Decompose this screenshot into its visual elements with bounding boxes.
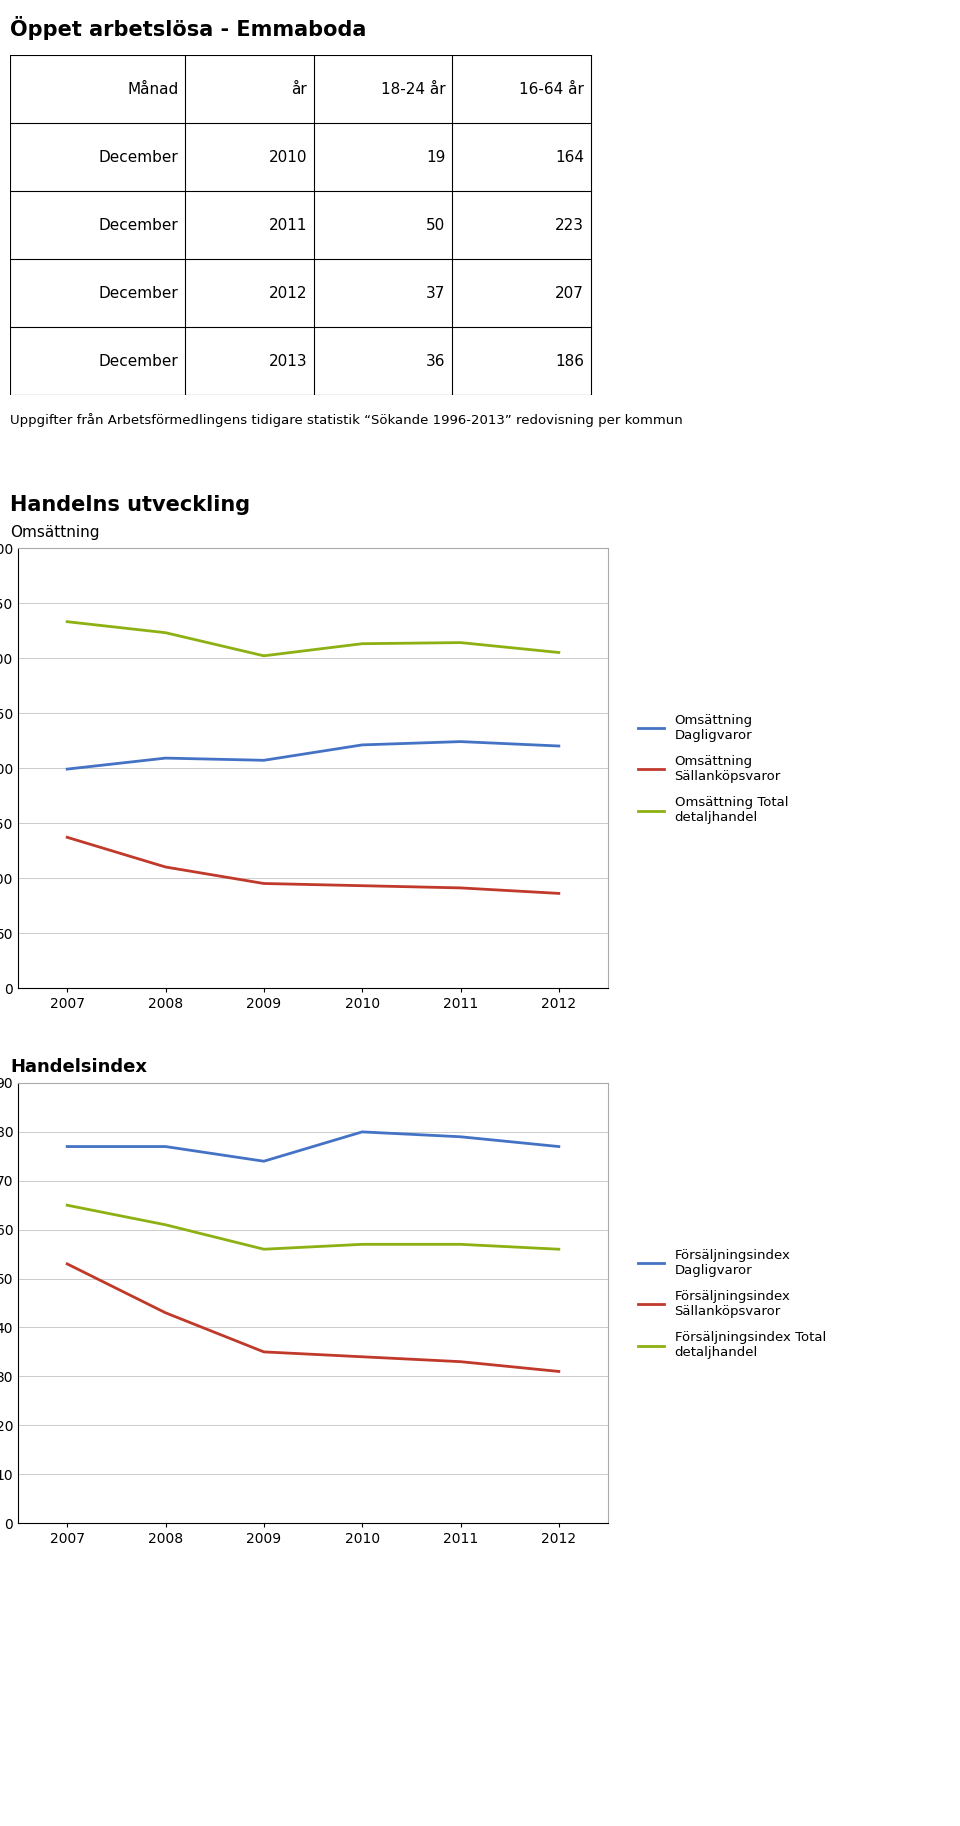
Text: December: December [99,217,179,232]
Text: 223: 223 [555,217,585,232]
Text: 18-24 år: 18-24 år [381,82,445,97]
Text: Uppgifter från Arbetsförmedlingens tidigare statistik “Sökande 1996-2013” redovi: Uppgifter från Arbetsförmedlingens tidig… [10,413,683,427]
Text: 50: 50 [426,217,445,232]
Text: Omsättning: Omsättning [10,526,100,540]
Text: 2010: 2010 [269,150,307,164]
Text: år: år [291,82,307,97]
Legend: Omsättning
Dagligvaror, Omsättning
Sällanköpsvaror, Omsättning Total
detaljhande: Omsättning Dagligvaror, Omsättning Sälla… [633,708,793,829]
Text: Handelns utveckling: Handelns utveckling [10,495,251,515]
Text: December: December [99,285,179,301]
Text: December: December [99,354,179,369]
Text: 164: 164 [555,150,585,164]
Text: 37: 37 [426,285,445,301]
Text: 186: 186 [555,354,585,369]
Text: 2012: 2012 [269,285,307,301]
Text: 2013: 2013 [269,354,307,369]
Text: Öppet arbetslösa - Emmaboda: Öppet arbetslösa - Emmaboda [10,16,367,40]
Text: 2011: 2011 [269,217,307,232]
Text: 16-64 år: 16-64 år [519,82,585,97]
Text: 19: 19 [426,150,445,164]
Text: December: December [99,150,179,164]
Text: Handelsindex: Handelsindex [10,1057,147,1076]
Legend: Försäljningsindex
Dagligvaror, Försäljningsindex
Sällanköpsvaror, Försäljningsin: Försäljningsindex Dagligvaror, Försäljni… [633,1244,831,1364]
Text: Månad: Månad [127,82,179,97]
Text: 207: 207 [555,285,585,301]
Text: 36: 36 [426,354,445,369]
